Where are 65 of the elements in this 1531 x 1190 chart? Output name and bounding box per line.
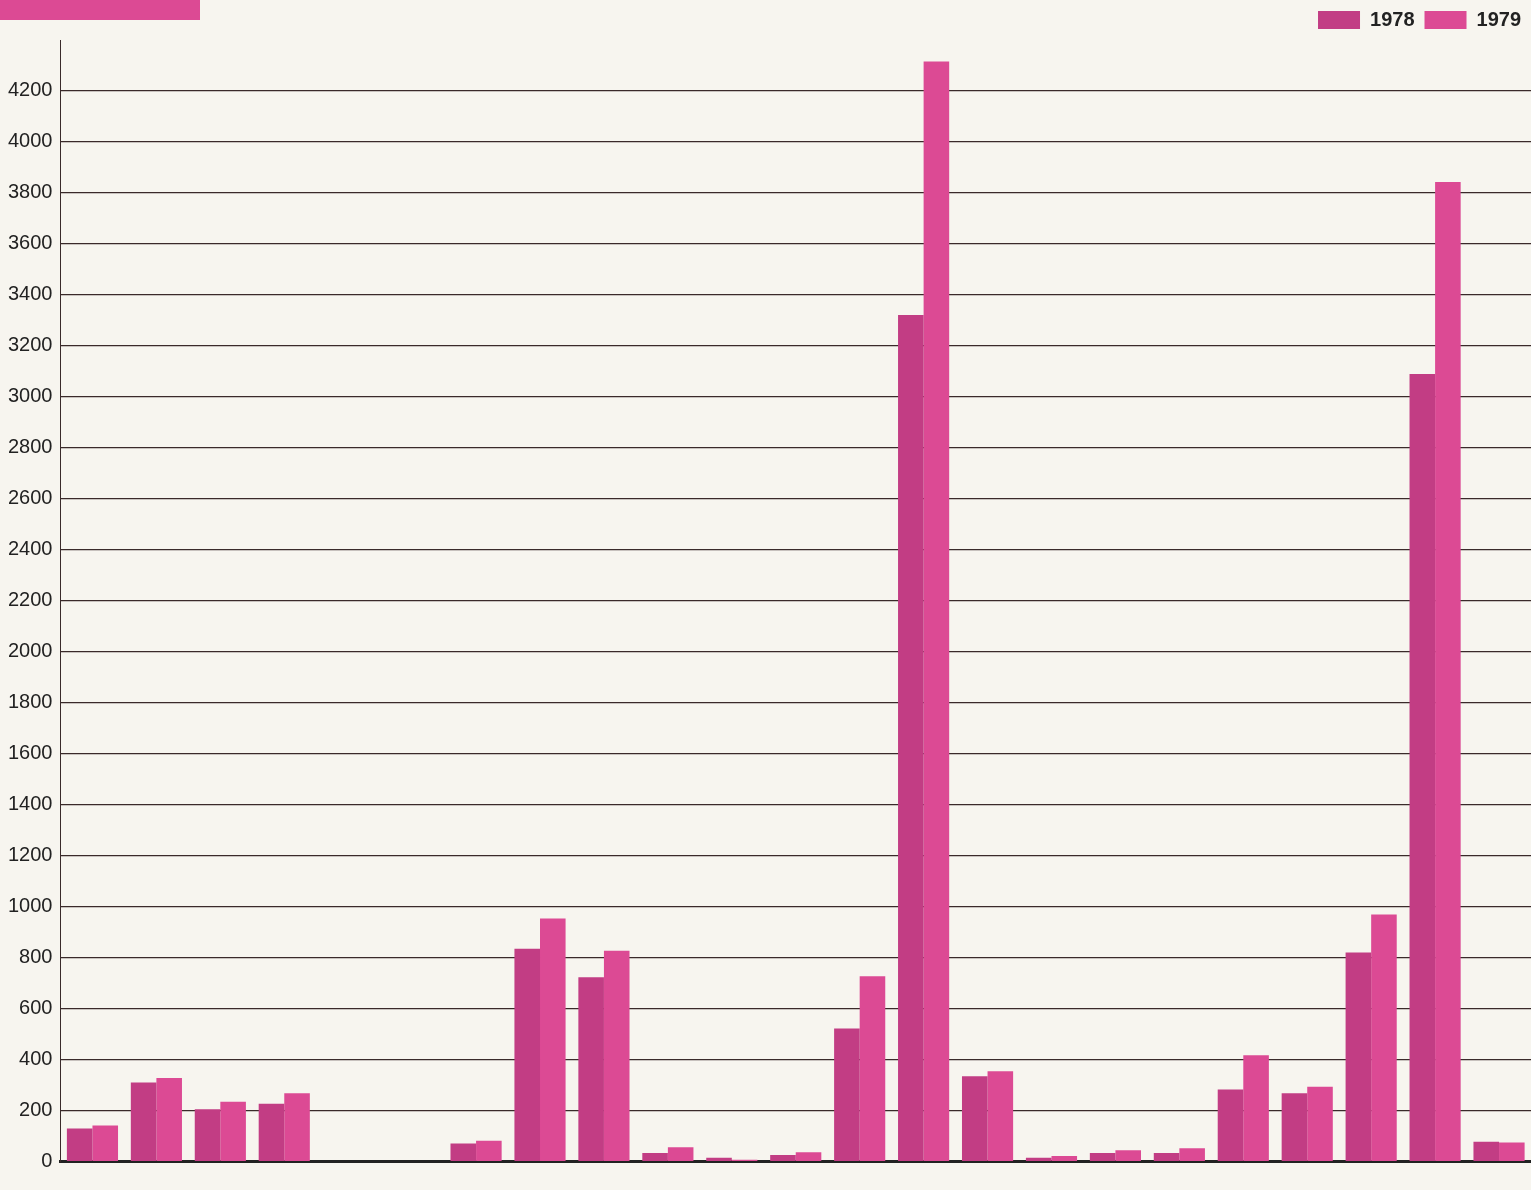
bar	[1115, 1150, 1141, 1161]
bar	[642, 1152, 668, 1161]
bar	[1179, 1148, 1205, 1161]
y-tick-label: 3200	[7, 333, 53, 356]
bar	[284, 1093, 310, 1161]
bar	[540, 918, 566, 1161]
y-tick-label: 200	[19, 1098, 53, 1121]
bar	[1281, 1093, 1308, 1161]
bar	[1409, 373, 1436, 1161]
y-tick-label: 0	[41, 1149, 53, 1172]
bar	[706, 1157, 732, 1161]
bar	[834, 1028, 860, 1161]
y-tick-label: 1600	[7, 741, 53, 764]
bar	[258, 1103, 285, 1161]
bar	[1435, 181, 1461, 1161]
legend-label: 1979	[1476, 7, 1522, 30]
bar	[450, 1143, 477, 1161]
bar	[795, 1152, 822, 1161]
bar	[1089, 1152, 1116, 1161]
bar	[66, 1128, 93, 1161]
y-tick-label: 4200	[7, 78, 53, 101]
bar	[987, 1071, 1014, 1161]
bar	[923, 61, 950, 1161]
y-tick-label: 2600	[7, 486, 53, 509]
bar	[130, 1082, 157, 1161]
y-tick-label: 4000	[7, 129, 53, 152]
bar	[1051, 1155, 1078, 1161]
bar	[1473, 1141, 1500, 1161]
bar	[1307, 1086, 1333, 1161]
y-tick-label: 1400	[7, 792, 53, 815]
bar	[667, 1147, 694, 1161]
bar	[770, 1154, 796, 1161]
bar	[1499, 1142, 1525, 1161]
y-tick-label: 1000	[7, 894, 53, 917]
y-tick-label: 800	[19, 945, 53, 968]
bar	[1153, 1152, 1180, 1161]
bar	[194, 1109, 221, 1161]
y-tick-label: 1200	[7, 843, 53, 866]
bar	[1217, 1089, 1244, 1161]
y-tick-label: 2000	[7, 639, 53, 662]
y-tick-label: 2800	[7, 435, 53, 458]
y-tick-label: 3600	[7, 231, 53, 254]
bar	[961, 1076, 988, 1161]
bar	[1243, 1055, 1269, 1161]
bar	[578, 977, 604, 1161]
bar	[1345, 952, 1372, 1161]
y-tick-label: 2200	[7, 588, 53, 611]
y-tick-label: 600	[19, 996, 53, 1019]
bar	[859, 976, 886, 1161]
y-tick-label: 2400	[7, 537, 53, 560]
y-tick-label: 3800	[7, 180, 53, 203]
y-tick-label: 1800	[7, 690, 53, 713]
bar	[1371, 914, 1397, 1161]
bar	[92, 1125, 119, 1161]
bar	[476, 1140, 502, 1161]
bar	[603, 950, 630, 1161]
bar	[1025, 1157, 1052, 1161]
bar	[898, 315, 924, 1161]
legend-label: 1978	[1370, 7, 1415, 30]
bar	[156, 1077, 182, 1161]
y-tick-label: 400	[19, 1047, 53, 1070]
y-tick-label: 3400	[7, 282, 53, 305]
y-tick-label: 3000	[7, 384, 53, 407]
bar	[220, 1101, 246, 1161]
bar	[514, 948, 541, 1161]
